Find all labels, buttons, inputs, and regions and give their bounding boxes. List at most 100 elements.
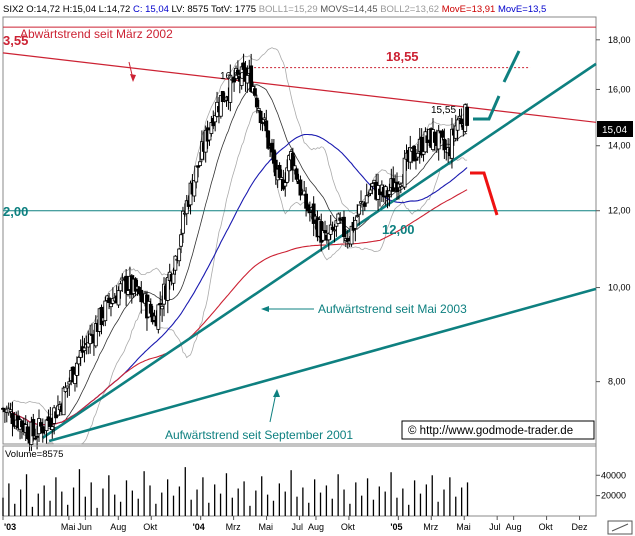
candle-body [366, 194, 371, 197]
trendlines [2, 26, 597, 443]
candle-body [165, 277, 170, 301]
candle-body [298, 179, 303, 196]
trendline-aufw-rtstrend-seit-september-2001 [48, 287, 597, 443]
annotation-h1555: 15,55 [431, 105, 456, 116]
y-tick-label: 10,00 [608, 283, 631, 293]
header-item: MOVS=14,45 [320, 4, 380, 15]
volume-bars [2, 467, 469, 516]
candle-body [10, 413, 15, 425]
candle-body [198, 161, 202, 166]
annotation-left200: 2,00 [3, 204, 28, 219]
candle-body [342, 216, 346, 238]
candle-body [307, 211, 312, 214]
candle-body [279, 177, 284, 180]
last-price-badge: 15,04 [597, 121, 633, 137]
y-tick-label: 8,00 [608, 377, 626, 387]
candle-body [61, 387, 66, 416]
candle-body [266, 130, 271, 149]
volume-panel-frame [2, 445, 597, 517]
candle-body [306, 204, 310, 212]
candle-body [442, 138, 447, 151]
candle-body [264, 120, 269, 132]
candle-body [235, 69, 240, 75]
candle-body [35, 435, 39, 438]
y-tick-label: 16,00 [608, 84, 631, 94]
candle-body [156, 304, 161, 330]
candle-body [457, 115, 462, 119]
price-axis: 8,00 10,00 12,00 14,00 16,00 18,00 [596, 35, 631, 387]
time-axis: '03 Mai Jun Aug Okt '04 Mrz Mai Jul Aug Okt '05 Mrz M… [2, 516, 589, 532]
annotation-mai2003: Aufwärtstrend seit Mai 2003 [318, 302, 467, 316]
y-tick-label: 18,00 [608, 35, 631, 45]
x-tick-label: Mrz [226, 522, 241, 532]
volume-tick-label: 40000 [601, 470, 626, 480]
candle-body [65, 385, 70, 389]
price-candles [1, 53, 470, 452]
x-tick-label: Mai [456, 522, 471, 532]
x-tick-label: '03 [4, 522, 16, 532]
candle-body [294, 168, 299, 180]
candle-body [260, 122, 265, 124]
bollinger-bands [2, 47, 468, 445]
candle-body [31, 419, 36, 437]
candle-body [8, 409, 13, 413]
ma-red [2, 189, 468, 426]
candle-body [44, 419, 49, 432]
candle-body [82, 347, 87, 351]
x-tick-label: Okt [341, 522, 356, 532]
candle-body [25, 426, 30, 439]
candle-body [323, 230, 327, 234]
trendline-aufw-rtstrend-seit-mai-2003 [41, 62, 597, 440]
candle-body [228, 74, 233, 103]
candle-body [332, 229, 337, 232]
scroll-handle-mark [611, 523, 629, 532]
header-item: BOLL2=13,62 [380, 4, 442, 15]
candle-body [99, 307, 104, 326]
candle-body [355, 215, 360, 218]
header-item: LV: 8575 [172, 4, 211, 15]
annotation-arrows [128, 50, 521, 423]
annotation-left355: 3,55 [3, 33, 28, 48]
candle-body [103, 300, 108, 322]
bearish-projection [470, 171, 499, 216]
x-tick-label: Aug [506, 522, 522, 532]
header-item: MovE=13,5 [498, 4, 546, 15]
volume-tick-label: 20000 [601, 491, 626, 501]
candle-body [173, 255, 178, 271]
x-tick-label: Okt [539, 522, 554, 532]
candle-body [353, 219, 358, 229]
header-item: BOLL1=15,29 [259, 4, 321, 15]
candle-body [364, 195, 369, 204]
candle-body [109, 303, 113, 308]
x-tick-label: Jul [489, 522, 501, 532]
annotations: Abwärtstrend seit März 2002 18,55 3,55 16,8… [3, 27, 467, 442]
candle-body [74, 362, 79, 376]
candle-body [148, 303, 153, 314]
y-tick-label: 14,00 [608, 141, 631, 151]
x-tick-label: Mai [61, 522, 76, 532]
x-tick-label: Mai [259, 522, 274, 532]
candle-body [262, 117, 267, 120]
candle-body [254, 97, 259, 108]
x-tick-label: Dez [572, 522, 589, 532]
header-symbol: SIX2 [3, 4, 26, 15]
candle-body [194, 165, 199, 183]
y-tick-label: 12,00 [608, 206, 631, 216]
candle-body [126, 290, 130, 295]
candle-body [330, 226, 335, 230]
candle-body [118, 283, 123, 292]
candle-body [245, 75, 250, 84]
header-item: C: 15,04 [133, 4, 172, 15]
header-item: H:15,04 [63, 4, 99, 15]
sep2001-arrow [269, 392, 277, 423]
candle-body [38, 422, 43, 427]
annotation-r1855: 18,55 [386, 49, 419, 64]
candle-body [370, 183, 375, 187]
x-tick-label: '04 [193, 522, 205, 532]
candle-body [368, 189, 373, 194]
candle-body [436, 130, 441, 150]
volume-label: Volume=8575 [5, 449, 63, 460]
candle-body [48, 417, 53, 427]
candle-body [253, 88, 257, 96]
